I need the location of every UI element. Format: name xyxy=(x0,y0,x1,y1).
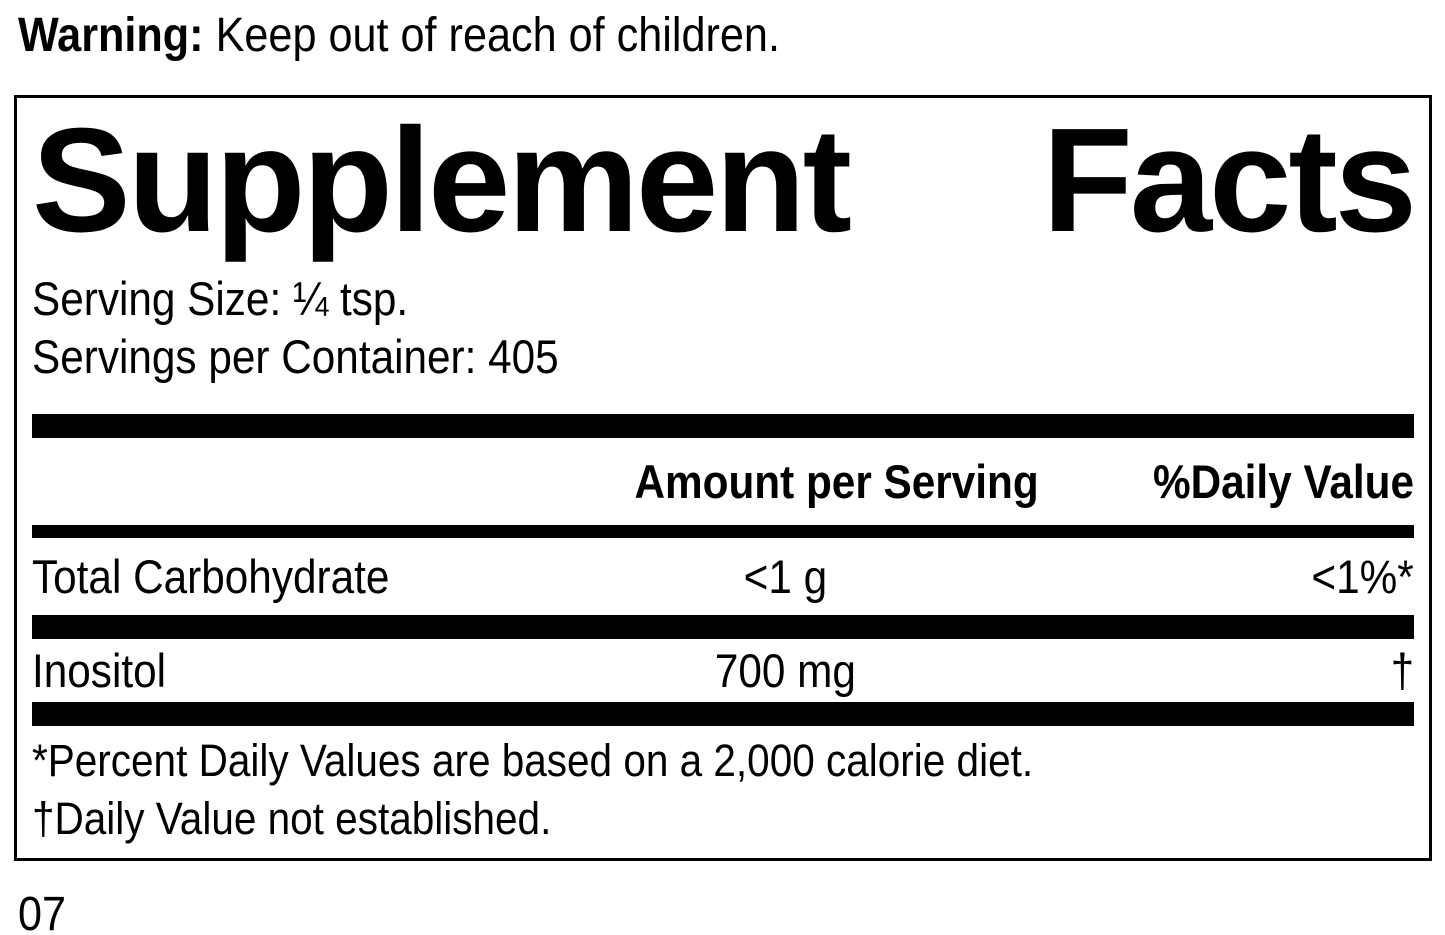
nutrient-amount-text: 700 mg xyxy=(714,644,856,697)
warning-message: Keep out of reach of children. xyxy=(215,9,780,62)
divider-bar-bottom xyxy=(32,702,1414,726)
nutrient-amount-cell: 700 mg xyxy=(612,643,958,698)
nutrient-amount-text: <1 g xyxy=(743,550,827,603)
footnote-dv-not-established-text: †Daily Value not established. xyxy=(32,793,552,844)
nutrient-dv-cell: <1%* xyxy=(958,549,1414,604)
footnote-percent-dv-text: *Percent Daily Values are based on a 2,0… xyxy=(32,735,1034,786)
nutrient-name-text: Inositol xyxy=(32,644,167,697)
table-row: Total Carbohydrate <1 g <1%* xyxy=(32,538,1414,615)
column-header-amount: Amount per Serving xyxy=(612,454,1039,509)
warning-text-wrap: Warning: Keep out of reach of children. xyxy=(18,10,780,62)
footnotes: *Percent Daily Values are based on a 2,0… xyxy=(32,732,1414,848)
divider-bar-mid xyxy=(32,615,1414,639)
panel-title-word-supplement: Supplement xyxy=(32,98,852,263)
footnote-percent-dv: *Percent Daily Values are based on a 2,0… xyxy=(32,732,1414,790)
servings-per-container-line: Servings per Container: 405 xyxy=(32,328,1414,386)
nutrient-dv-text: <1%* xyxy=(1311,550,1414,603)
serving-size-line: Serving Size: ¼ tsp. xyxy=(32,270,1414,328)
nutrient-dv-text: † xyxy=(1390,644,1414,697)
warning-label: Warning: xyxy=(18,9,204,62)
nutrient-name-cell: Inositol xyxy=(32,643,612,698)
warning-line: Warning: Keep out of reach of children. xyxy=(18,10,1445,62)
column-header-row: Amount per Serving %Daily Value xyxy=(32,438,1414,525)
nutrient-name-cell: Total Carbohydrate xyxy=(32,549,612,604)
supplement-facts-panel: Supplement Facts Serving Size: ¼ tsp. Se… xyxy=(14,95,1432,861)
serving-size-text: Serving Size: ¼ tsp. xyxy=(32,272,409,325)
table-row: Inositol 700 mg † xyxy=(32,639,1414,702)
nutrient-amount-cell: <1 g xyxy=(612,549,958,604)
panel-title-word-facts: Facts xyxy=(1042,98,1417,263)
column-header-amount-text: Amount per Serving xyxy=(634,455,1040,508)
servings-per-container-text: Servings per Container: 405 xyxy=(32,330,559,383)
divider-bar-under-header xyxy=(32,525,1414,538)
panel-title: Supplement Facts xyxy=(32,98,1417,263)
footnote-dv-not-established: †Daily Value not established. xyxy=(32,790,1414,848)
nutrient-dv-cell: † xyxy=(958,643,1414,698)
divider-bar-top xyxy=(32,414,1414,438)
column-header-daily-value-text: %Daily Value xyxy=(1152,455,1414,508)
nutrient-name-text: Total Carbohydrate xyxy=(32,550,390,603)
page-code-text: 07 xyxy=(18,888,67,935)
page-code: 07 xyxy=(18,887,1445,935)
serving-info: Serving Size: ¼ tsp. Servings per Contai… xyxy=(32,270,1414,386)
column-header-daily-value: %Daily Value xyxy=(958,454,1414,509)
